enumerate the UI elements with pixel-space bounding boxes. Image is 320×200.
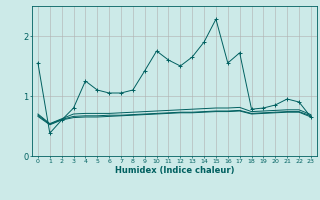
X-axis label: Humidex (Indice chaleur): Humidex (Indice chaleur): [115, 166, 234, 175]
